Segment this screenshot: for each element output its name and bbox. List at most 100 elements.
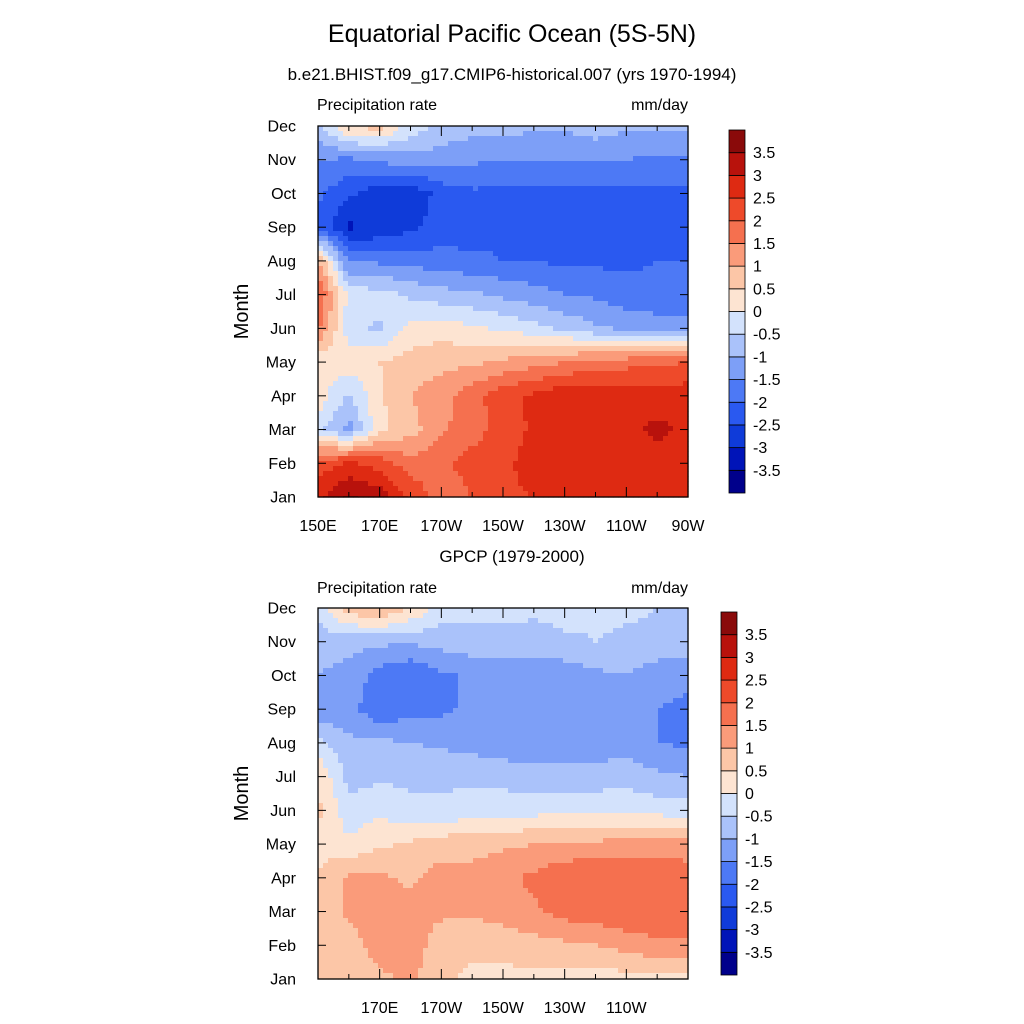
field-cell [558, 301, 564, 307]
field-cell [373, 201, 379, 207]
field-cell [453, 376, 459, 382]
field-cell [468, 441, 474, 447]
field-cell [593, 176, 599, 182]
field-cell [563, 341, 569, 347]
field-cell [493, 146, 499, 152]
field-cell [478, 431, 484, 437]
field-cell [653, 286, 659, 292]
field-cell [463, 266, 469, 272]
field-cell [683, 276, 689, 282]
field-cell [548, 286, 554, 292]
field-cell [458, 416, 464, 422]
field-cell [408, 231, 414, 237]
field-cell [588, 151, 594, 157]
field-cell [448, 261, 454, 267]
field-cell [483, 211, 489, 217]
field-cell [503, 201, 509, 207]
field-cell [443, 401, 449, 407]
field-cell [543, 376, 549, 382]
field-cell [438, 306, 444, 312]
field-cell [398, 411, 404, 417]
field-cell [668, 271, 674, 277]
field-cell [378, 201, 384, 207]
field-cell [508, 246, 514, 252]
field-cell [598, 361, 604, 367]
field-cell [348, 371, 354, 377]
field-cell [363, 326, 369, 332]
field-cell [503, 306, 509, 312]
field-cell [443, 371, 449, 377]
field-cell [628, 441, 634, 447]
field-cell [643, 406, 649, 412]
field-cell [558, 411, 564, 417]
field-cell [508, 201, 514, 207]
field-cell [513, 266, 519, 272]
field-cell [363, 196, 369, 202]
field-cell [358, 296, 364, 302]
field-cell [538, 221, 544, 227]
field-cell [348, 151, 354, 157]
field-cell [413, 291, 419, 297]
field-cell [453, 226, 459, 232]
field-cell [408, 176, 414, 182]
field-cell [363, 181, 369, 187]
field-cell [598, 326, 604, 332]
field-cell [403, 241, 409, 247]
field-cell [403, 426, 409, 432]
field-cell [623, 226, 629, 232]
field-cell [333, 206, 339, 212]
field-cell [498, 126, 504, 132]
field-cell [363, 126, 369, 132]
field-cell [368, 231, 374, 237]
field-cell [618, 186, 624, 192]
field-cell [618, 206, 624, 212]
field-cell [458, 176, 464, 182]
field-cell [383, 336, 389, 342]
field-cell [593, 136, 599, 142]
field-cell [663, 276, 669, 282]
field-cell [458, 386, 464, 392]
field-cell [343, 456, 349, 462]
field-cell [448, 126, 454, 132]
field-cell [433, 396, 439, 402]
field-cell [508, 311, 514, 317]
field-cell [558, 136, 564, 142]
field-cell [423, 351, 429, 357]
field-cell [668, 191, 674, 197]
field-cell [633, 126, 639, 132]
field-cell [423, 366, 429, 372]
field-cell [358, 141, 364, 147]
field-cell [353, 461, 359, 467]
field-cell [658, 366, 664, 372]
field-cell [448, 171, 454, 177]
field-cell [653, 231, 659, 237]
field-cell [418, 391, 424, 397]
field-cell [613, 196, 619, 202]
field-cell [538, 276, 544, 282]
field-cell [338, 141, 344, 147]
field-cell [348, 446, 354, 452]
field-cell [643, 326, 649, 332]
field-cell [363, 256, 369, 262]
field-cell [463, 331, 469, 337]
field-cell [508, 276, 514, 282]
field-cell [368, 156, 374, 162]
field-cell [453, 321, 459, 327]
field-cell [633, 256, 639, 262]
field-cell [503, 136, 509, 142]
field-cell [388, 211, 394, 217]
field-cell [553, 166, 559, 172]
field-cell [508, 301, 514, 307]
field-cell [658, 126, 664, 132]
field-cell [408, 461, 414, 467]
field-cell [463, 386, 469, 392]
field-cell [408, 396, 414, 402]
field-cell [533, 171, 539, 177]
field-cell [593, 341, 599, 347]
field-cell [363, 416, 369, 422]
field-cell [663, 331, 669, 337]
field-cell [498, 131, 504, 137]
field-cell [468, 316, 474, 322]
field-cell [363, 186, 369, 192]
field-cell [528, 366, 534, 372]
